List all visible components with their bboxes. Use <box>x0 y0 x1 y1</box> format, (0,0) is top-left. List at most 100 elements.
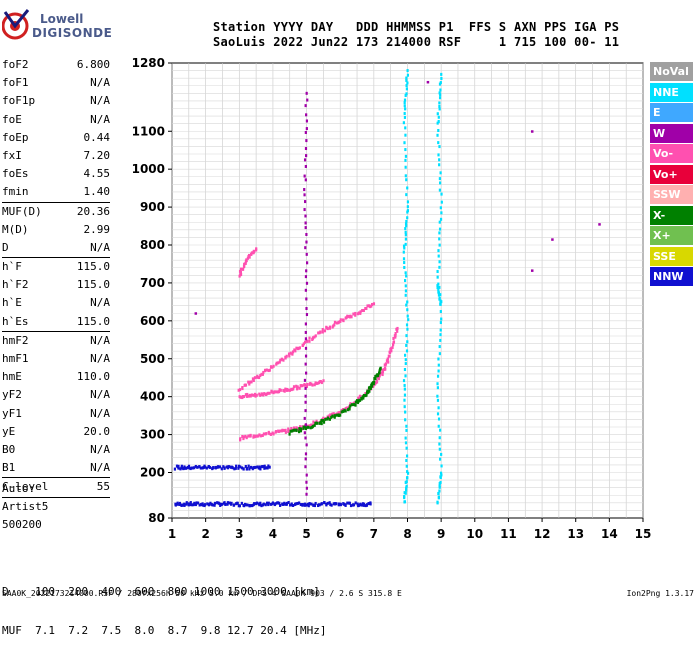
data-point <box>267 369 270 373</box>
data-point <box>305 139 308 143</box>
data-point <box>303 383 307 387</box>
param-row: foEs 4.55 <box>2 165 110 183</box>
data-point <box>406 308 409 312</box>
data-point <box>235 464 238 468</box>
data-point <box>199 466 202 470</box>
data-point <box>322 379 325 383</box>
data-point <box>323 501 326 505</box>
param-row: M(D) 2.99 <box>2 221 110 239</box>
data-point <box>437 406 440 410</box>
data-point <box>378 371 381 375</box>
data-point <box>350 315 353 319</box>
data-point <box>436 286 439 290</box>
legend-item: X+ <box>650 226 693 245</box>
data-point <box>436 121 439 125</box>
data-point <box>304 337 308 341</box>
data-point <box>440 317 443 321</box>
data-point <box>248 467 251 471</box>
data-point <box>194 503 197 507</box>
data-point <box>406 200 410 204</box>
x-tick-label: 10 <box>466 527 483 541</box>
data-point <box>440 77 443 81</box>
data-point <box>387 360 390 364</box>
data-point <box>405 274 408 278</box>
data-point <box>262 502 265 506</box>
data-point <box>260 372 263 376</box>
data-point <box>340 408 343 412</box>
data-point <box>250 252 253 256</box>
data-point <box>403 261 406 265</box>
data-point <box>304 246 307 250</box>
param-row: D N/A <box>2 239 110 259</box>
data-point <box>438 265 441 269</box>
data-point <box>262 432 266 436</box>
data-point <box>438 457 442 461</box>
data-point <box>203 465 207 469</box>
data-point <box>241 395 244 399</box>
data-point <box>404 154 408 158</box>
data-point <box>440 200 443 204</box>
data-point <box>300 384 303 388</box>
data-point <box>342 319 345 323</box>
data-point <box>246 503 249 507</box>
data-point <box>244 383 248 387</box>
data-point <box>403 141 406 145</box>
data-point <box>303 431 306 435</box>
data-point <box>354 311 357 315</box>
data-point <box>253 502 256 506</box>
data-point <box>255 393 258 397</box>
data-point <box>292 385 296 389</box>
data-point <box>304 154 308 158</box>
data-point <box>404 436 407 440</box>
data-point <box>321 330 324 334</box>
data-point <box>404 107 407 111</box>
param-name: B0 <box>2 442 16 456</box>
data-point <box>303 425 307 429</box>
data-point <box>304 275 308 279</box>
data-point <box>404 133 407 137</box>
param-value: N/A <box>90 406 110 420</box>
data-point <box>244 261 247 265</box>
data-point <box>406 471 410 475</box>
data-point <box>290 388 293 392</box>
ionogram-plot: 1 2 3 4 5 6 7 8 9 10 11 12 13 14 158020030040050060070… <box>132 56 652 541</box>
data-point <box>249 465 253 469</box>
data-point <box>301 384 304 388</box>
data-point <box>373 380 376 384</box>
data-point <box>183 466 186 470</box>
data-point <box>263 464 266 468</box>
x-tick-label: 12 <box>534 527 551 541</box>
data-point <box>305 371 308 375</box>
data-point <box>292 387 295 391</box>
data-point <box>305 384 309 388</box>
data-point <box>405 87 409 91</box>
data-point <box>405 458 408 462</box>
data-point <box>404 284 407 288</box>
data-point <box>367 386 371 390</box>
param-name: foF2 <box>2 58 29 71</box>
data-point <box>244 434 247 438</box>
data-point <box>375 379 378 383</box>
data-point <box>381 368 384 372</box>
data-point <box>436 374 440 378</box>
data-point <box>437 115 440 119</box>
data-point <box>438 352 441 356</box>
data-point <box>329 413 332 417</box>
param-name: h`E <box>2 296 22 310</box>
param-value: 4.55 <box>83 167 111 181</box>
data-point <box>439 88 442 92</box>
data-point <box>249 394 252 398</box>
data-point <box>436 133 439 137</box>
data-point <box>288 432 291 436</box>
data-point <box>362 394 365 398</box>
data-point <box>392 337 395 341</box>
data-point <box>324 417 327 421</box>
data-point <box>403 398 406 402</box>
data-point <box>239 272 243 276</box>
data-point <box>283 389 286 393</box>
data-point <box>298 346 301 350</box>
param-value: 110.0 <box>76 370 110 384</box>
data-point <box>346 501 349 505</box>
data-point <box>245 259 248 263</box>
data-point <box>348 501 351 505</box>
